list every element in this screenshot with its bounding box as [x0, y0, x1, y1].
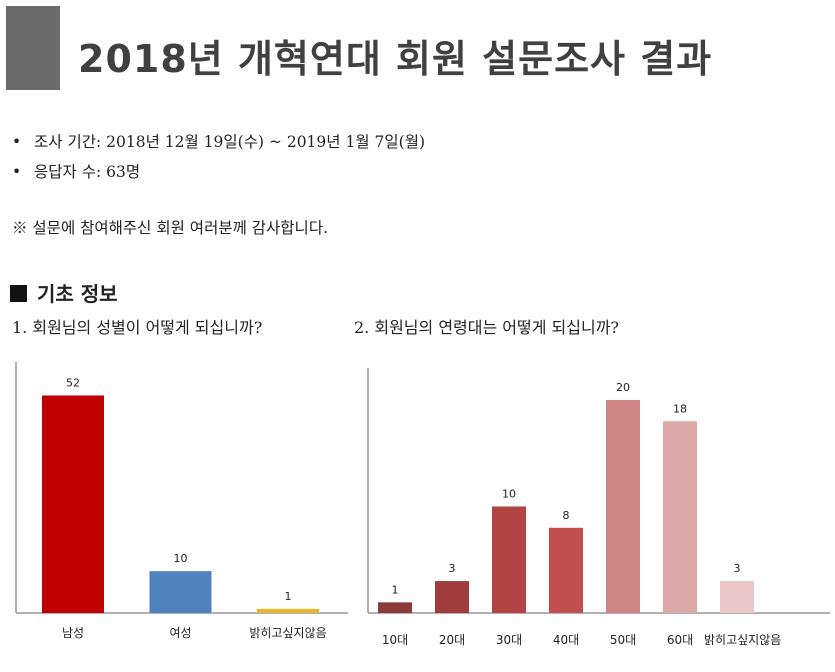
category-label: 20대: [439, 633, 465, 647]
question-gender: 1. 회원님의 성별이 어떻게 되십니까?: [12, 318, 263, 337]
square-bullet-icon: [10, 285, 27, 302]
bar-1-4: [606, 399, 640, 613]
data-label: 20: [616, 381, 630, 394]
data-label: 10: [502, 487, 516, 500]
data-label: 1: [285, 590, 292, 603]
data-label: 10: [174, 552, 188, 565]
category-label: 밝히고싶지않음: [249, 626, 326, 640]
category-label: 50대: [610, 633, 636, 647]
survey-period-row: • 조사 기간: 2018년 12월 19일(수) ~ 2019년 1월 7일(월…: [12, 127, 425, 157]
respondents-row: • 응답자 수: 63명: [12, 157, 425, 187]
bar-0-2: [257, 608, 319, 613]
category-label: 밝히고싶지않음: [704, 633, 781, 647]
section-heading: 기초 정보: [10, 278, 118, 307]
bullet-icon: •: [12, 163, 22, 181]
respondent-count: 응답자 수: 63명: [34, 163, 141, 181]
survey-period: 조사 기간: 2018년 12월 19일(수) ~ 2019년 1월 7일(월): [34, 133, 425, 151]
bar-1-1: [435, 581, 469, 613]
category-label: 60대: [667, 633, 693, 647]
data-label: 1: [392, 583, 399, 596]
survey-info: • 조사 기간: 2018년 12월 19일(수) ~ 2019년 1월 7일(월…: [12, 127, 425, 187]
category-label: 남성: [62, 626, 84, 640]
data-label: 3: [734, 562, 741, 575]
bar-0-0: [42, 395, 104, 613]
bar-1-6: [720, 581, 754, 613]
question-age: 2. 회원님의 연령대는 어떻게 되십니까?: [354, 318, 619, 337]
category-label: 40대: [553, 633, 579, 647]
category-label: 30대: [496, 633, 522, 647]
page-title: 2018년 개혁연대 회원 설문조사 결과: [78, 37, 713, 81]
section-title: 기초 정보: [37, 282, 118, 306]
bar-1-0: [378, 602, 412, 613]
bar-1-5: [663, 421, 697, 613]
thanks-note: ※ 설문에 참여해주신 회원 여러분께 감사합니다.: [12, 219, 329, 237]
data-label: 52: [66, 376, 80, 389]
bar-1-2: [492, 506, 526, 613]
bullet-icon: •: [12, 133, 22, 151]
category-label: 여성: [169, 626, 191, 640]
category-label: 10대: [382, 633, 408, 647]
data-label: 8: [563, 509, 570, 522]
title-accent-bar: [6, 6, 60, 90]
bar-1-3: [549, 527, 583, 613]
data-label: 18: [673, 402, 687, 415]
data-label: 3: [449, 562, 456, 575]
bar-0-1: [149, 571, 212, 613]
